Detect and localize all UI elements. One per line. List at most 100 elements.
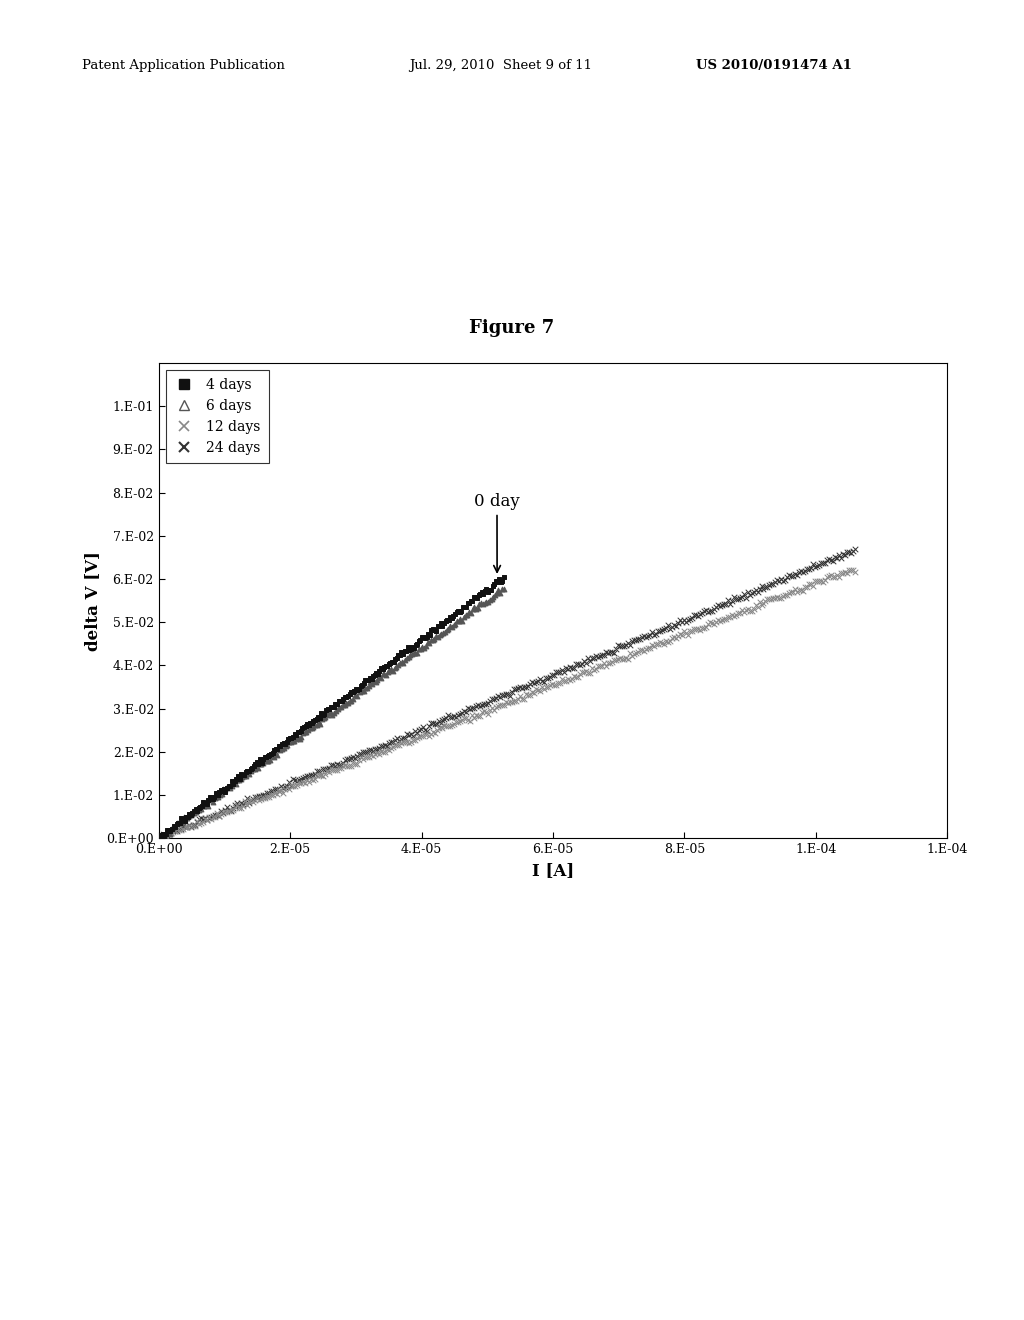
4 days [493, 572, 509, 593]
24 days [758, 576, 774, 597]
24 days [373, 735, 389, 756]
6 days [163, 818, 179, 840]
4 days [321, 698, 337, 719]
24 days [571, 655, 588, 676]
4 days [437, 611, 454, 632]
24 days [276, 776, 293, 797]
24 days [664, 616, 680, 638]
24 days [314, 759, 331, 780]
12 days [305, 770, 322, 791]
24 days [293, 768, 309, 789]
4 days [426, 619, 442, 640]
6 days [490, 579, 507, 601]
4 days [352, 676, 369, 697]
24 days [584, 647, 600, 668]
12 days [325, 759, 341, 780]
12 days [682, 620, 698, 642]
4 days [449, 602, 465, 623]
24 days [333, 754, 349, 775]
4 days [317, 700, 334, 721]
6 days [167, 814, 183, 836]
12 days [739, 598, 756, 619]
4 days [299, 714, 315, 735]
12 days [265, 784, 282, 805]
12 days [307, 768, 324, 789]
24 days [287, 770, 303, 791]
12 days [169, 818, 185, 840]
4 days [288, 725, 304, 746]
4 days [442, 606, 459, 627]
24 days [522, 673, 539, 694]
24 days [592, 645, 608, 667]
12 days [548, 675, 564, 696]
6 days [177, 808, 194, 829]
6 days [413, 638, 429, 659]
6 days [219, 776, 236, 797]
12 days [530, 680, 547, 701]
4 days [399, 636, 416, 657]
4 days [229, 766, 246, 787]
24 days [655, 618, 672, 639]
12 days [777, 585, 794, 606]
12 days [457, 708, 473, 729]
24 days [348, 744, 365, 766]
4 days [490, 569, 507, 590]
12 days [706, 614, 722, 635]
24 days [568, 653, 585, 675]
24 days [321, 758, 337, 779]
24 days [417, 719, 433, 741]
24 days [191, 809, 208, 830]
24 days [161, 824, 177, 845]
4 days [294, 718, 310, 739]
6 days [238, 766, 254, 787]
6 days [383, 659, 399, 680]
24 days [777, 569, 794, 590]
24 days [241, 792, 257, 813]
12 days [417, 723, 433, 744]
24 days [763, 574, 779, 595]
12 days [540, 676, 556, 697]
24 days [227, 795, 244, 816]
12 days [396, 731, 413, 752]
4 days [370, 663, 386, 684]
24 days [245, 788, 261, 809]
24 days [674, 611, 690, 632]
6 days [165, 817, 181, 838]
24 days [611, 636, 628, 657]
6 days [386, 657, 402, 678]
6 days [447, 614, 464, 635]
6 days [263, 744, 280, 766]
12 days [215, 801, 231, 822]
12 days [259, 787, 275, 808]
4 days [375, 659, 391, 680]
12 days [440, 715, 457, 737]
4 days [252, 748, 268, 770]
12 days [263, 784, 280, 805]
12 days [237, 791, 253, 812]
24 days [434, 709, 451, 730]
6 days [278, 735, 294, 756]
12 days [611, 647, 628, 668]
6 days [285, 731, 301, 752]
12 days [339, 756, 355, 777]
12 days [295, 771, 311, 792]
12 days [514, 689, 530, 710]
24 days [466, 697, 482, 718]
4 days [279, 731, 295, 752]
6 days [336, 694, 352, 715]
24 days [504, 681, 520, 702]
24 days [335, 752, 351, 774]
24 days [488, 688, 505, 709]
12 days [510, 689, 526, 710]
24 days [542, 667, 558, 688]
24 days [680, 610, 696, 631]
4 days [420, 623, 436, 644]
6 days [385, 660, 401, 681]
4 days [423, 619, 439, 640]
12 days [476, 701, 493, 722]
12 days [554, 668, 570, 689]
24 days [201, 808, 217, 829]
4 days [367, 665, 383, 686]
24 days [720, 589, 736, 610]
24 days [580, 648, 596, 669]
